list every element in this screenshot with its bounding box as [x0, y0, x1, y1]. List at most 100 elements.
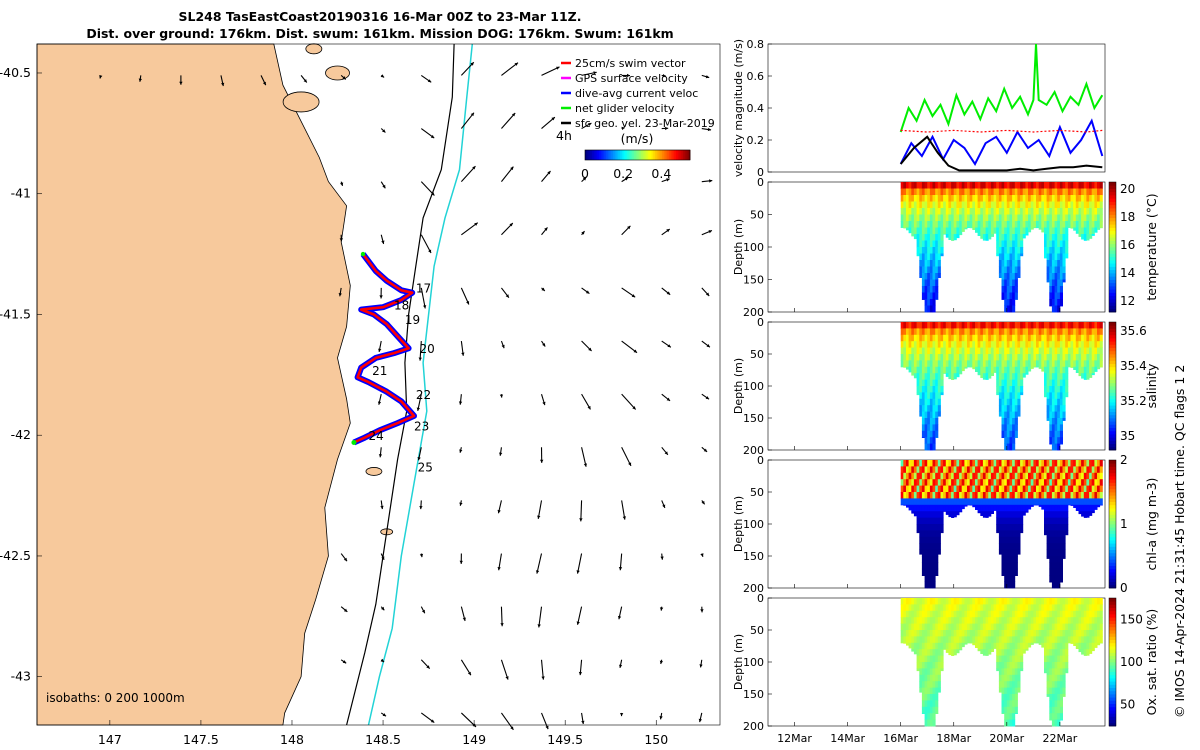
legend-entry: sfc geo. vel. 23-Mar-2019	[575, 117, 715, 130]
profile-cell	[919, 182, 923, 189]
profile-cell	[1004, 418, 1008, 425]
profile-cell	[977, 201, 981, 209]
profile-cell	[932, 681, 936, 688]
velocity-arrowhead	[583, 463, 587, 467]
profile-cell	[951, 466, 955, 474]
profile-cell	[1049, 604, 1053, 612]
profile-cell	[911, 460, 915, 467]
profile-cell	[927, 485, 931, 493]
profile-cell	[1001, 273, 1005, 280]
velocity-arrowhead	[666, 229, 670, 233]
profile-cell	[1014, 598, 1018, 605]
profile-cell	[1033, 366, 1037, 368]
colorbar-cell	[1109, 373, 1116, 377]
profile-cell	[1049, 674, 1053, 682]
profile-cell	[943, 334, 947, 342]
profile-cell	[948, 636, 952, 644]
profile-cell	[932, 354, 936, 361]
profile-cell	[937, 543, 941, 550]
profile-cell	[935, 662, 939, 669]
profile-cell	[1081, 504, 1085, 512]
profile-cell	[998, 195, 1002, 202]
profile-cell	[932, 201, 936, 209]
profile-cell	[1017, 492, 1021, 499]
profile-cell	[940, 524, 944, 531]
profile-cell	[980, 498, 984, 506]
profile-cell	[1054, 700, 1058, 708]
profile-cell	[940, 466, 944, 474]
profile-cell	[927, 713, 931, 720]
profile-cell	[1057, 392, 1061, 400]
profile-cell	[1094, 630, 1098, 637]
profile-cell	[996, 360, 1000, 368]
profile-cell	[921, 188, 925, 196]
profile-cell	[1051, 568, 1055, 576]
profile-cell	[1083, 636, 1087, 644]
profile-cell	[998, 504, 1002, 512]
profile-cell	[1020, 366, 1024, 374]
profile-cell	[1049, 366, 1053, 374]
profile-cell	[1012, 328, 1016, 336]
profile-cell	[940, 328, 944, 336]
profile-cell	[932, 706, 936, 714]
profile-cell	[956, 188, 960, 196]
profile-cell	[1001, 649, 1005, 656]
profile-cell	[935, 227, 939, 235]
profile-cell	[943, 322, 947, 329]
profile-cell	[972, 322, 976, 329]
profile-cell	[948, 221, 952, 228]
profile-cell	[1051, 437, 1055, 444]
profile-cell	[1054, 424, 1058, 432]
profile-cell	[1041, 460, 1045, 467]
profile-cell	[972, 466, 976, 474]
profile-cell	[924, 360, 928, 368]
profile-cell	[998, 273, 1002, 278]
profile-cell	[1046, 273, 1050, 280]
velocity-arrowhead	[416, 407, 420, 411]
profile-cell	[1041, 360, 1045, 368]
profile-cell	[921, 379, 925, 387]
profile-cell	[956, 341, 960, 348]
profile-cell	[1020, 610, 1024, 618]
profile-cell	[1025, 504, 1029, 512]
profile-cell	[1059, 341, 1063, 348]
profile-cell	[1083, 322, 1087, 329]
profile-cell	[924, 253, 928, 261]
profile-cell	[1046, 208, 1050, 215]
profile-cell	[1009, 562, 1013, 570]
profile-cell	[927, 630, 931, 637]
profile-cell	[900, 485, 904, 493]
profile-cell	[924, 247, 928, 254]
profile-cell	[956, 221, 960, 228]
profile-cell	[927, 424, 931, 432]
profile-cell	[988, 201, 992, 209]
profile-cell	[1065, 366, 1069, 374]
profile-cell	[961, 354, 965, 361]
profile-cell	[1012, 536, 1016, 544]
profile-cell	[964, 460, 968, 467]
profile-cell	[1009, 430, 1013, 438]
profile-cell	[932, 623, 936, 631]
profile-cell	[935, 354, 939, 361]
profile-cell	[1078, 504, 1082, 512]
colorbar-cell	[1109, 382, 1116, 387]
profile-cell	[996, 379, 1000, 387]
profile-cell	[990, 649, 994, 652]
profile-cell	[969, 341, 973, 348]
profile-cell	[1006, 379, 1010, 387]
profile-cell	[1070, 598, 1074, 605]
profile-cell	[964, 617, 968, 624]
velocity-arrowhead	[511, 113, 516, 117]
profile-cell	[916, 334, 920, 342]
profile-cell	[980, 208, 984, 215]
profile-cell	[906, 636, 910, 644]
profile-cell	[927, 260, 931, 267]
profile-cell	[1006, 568, 1010, 576]
profile-cell	[929, 182, 933, 189]
colorbar-cell	[1109, 250, 1116, 254]
profile-cell	[1081, 492, 1085, 499]
profile-cell	[1083, 485, 1087, 493]
isobath-200	[346, 43, 455, 726]
profile-cell	[1044, 347, 1048, 355]
velocity-arrow	[581, 447, 587, 467]
